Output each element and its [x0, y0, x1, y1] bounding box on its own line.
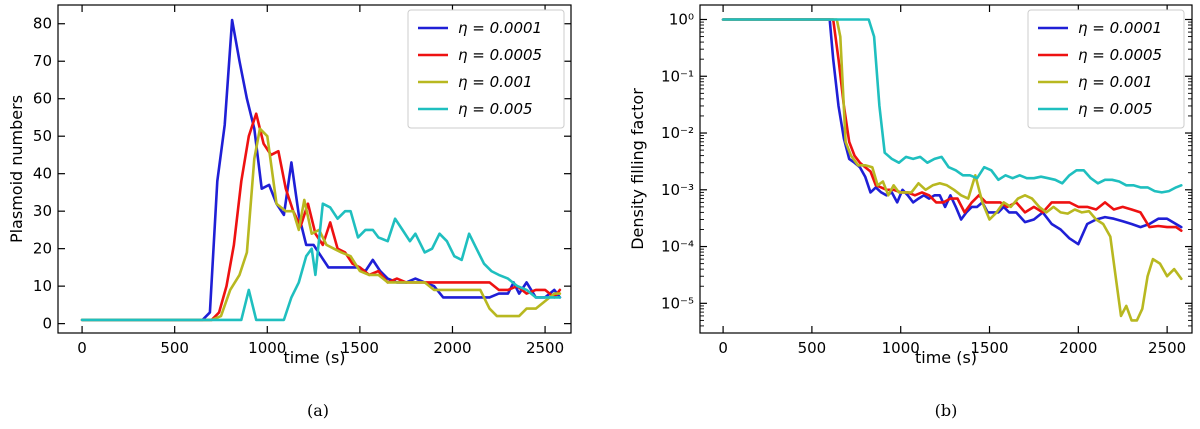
y-tick-label: 10 [33, 277, 52, 295]
legend-box [407, 9, 565, 129]
panel-caption: (b) [935, 401, 958, 420]
y-tick-label: 10⁻¹ [661, 67, 694, 85]
plot-frame [699, 4, 1193, 334]
y-tick-label: 10⁻⁵ [661, 294, 694, 312]
series-line-2 [721, 18, 1183, 232]
legend-label-1: η = 0.0001 [458, 19, 542, 37]
legend: η = 0.0001 η = 0.0005 η = 0.001 η = 0.005 [1027, 9, 1185, 129]
x-tick-label: 0 [77, 339, 87, 357]
x-tick-label: 2000 [433, 339, 471, 357]
x-tick-label: 1000 [248, 339, 286, 357]
chart-panel-a: 0 500 1000 1500 2000 2500 0 10 20 30 40 50 60 70 80 tim… [7, 4, 572, 420]
x-tick-label: 2000 [1059, 339, 1097, 357]
y-tick-label: 10⁻² [661, 124, 694, 142]
legend-label-3: η = 0.001 [458, 73, 533, 91]
series-line-3 [80, 127, 562, 322]
x-tick-label: 1500 [970, 339, 1008, 357]
x-tick-label: 500 [160, 339, 189, 357]
chart-panel-b: 0 500 1000 1500 2000 2500 10⁰ 10⁻¹ 10⁻² 10⁻³ 10⁻⁴ 1… [628, 4, 1193, 420]
series-line-3 [721, 18, 1183, 322]
series-line-2 [80, 112, 562, 322]
x-axis-label: time (s) [915, 348, 977, 367]
legend-box [1027, 9, 1185, 129]
x-tick-label: 500 [798, 339, 827, 357]
y-axis-label: Density filling factor [628, 88, 647, 250]
y-tick-label: 80 [33, 15, 52, 33]
x-tick-label: 1000 [882, 339, 920, 357]
y-tick-label: 40 [33, 165, 52, 183]
legend-label-1: η = 0.0001 [1078, 19, 1162, 37]
y-axis-label: Plasmoid numbers [7, 95, 26, 243]
y-tick-label: 50 [33, 127, 52, 145]
plot-frame [57, 4, 572, 334]
x-axis-label: time (s) [283, 348, 345, 367]
x-tick-label: 0 [718, 339, 728, 357]
panel-caption: (a) [307, 401, 329, 420]
series-line-4 [80, 202, 562, 322]
legend-label-2: η = 0.0005 [458, 46, 542, 64]
x-tick-label: 2500 [1148, 339, 1186, 357]
legend-label-4: η = 0.005 [458, 100, 533, 118]
legend-label-4: η = 0.005 [1078, 100, 1153, 118]
y-tick-label: 10⁰ [669, 10, 694, 28]
legend: η = 0.0001 η = 0.0005 η = 0.001 η = 0.005 [407, 9, 565, 129]
x-tick-label: 1500 [341, 339, 379, 357]
y-tick-label: 20 [33, 240, 52, 258]
series-line-4 [721, 18, 1183, 194]
series-lines [721, 18, 1183, 322]
y-tick-label: 60 [33, 90, 52, 108]
y-tick-label: 10⁻⁴ [661, 238, 694, 256]
series-line-1 [721, 18, 1183, 246]
series-lines [80, 18, 562, 322]
legend-label-3: η = 0.001 [1078, 73, 1153, 91]
legend-label-2: η = 0.0005 [1078, 46, 1162, 64]
x-tick-label: 2500 [526, 339, 564, 357]
y-tick-label: 0 [42, 315, 52, 333]
y-tick-label: 30 [33, 202, 52, 220]
y-tick-label: 70 [33, 52, 52, 70]
y-tick-label: 10⁻³ [661, 181, 694, 199]
